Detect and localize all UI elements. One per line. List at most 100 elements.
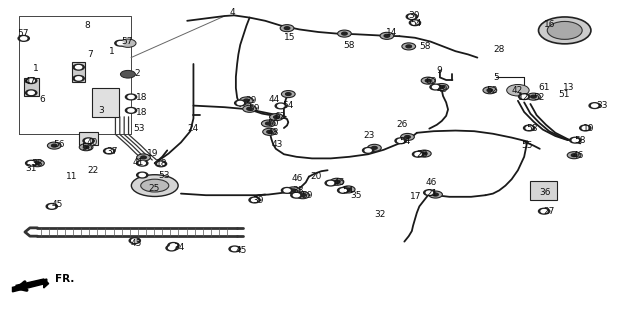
Circle shape [73,76,84,81]
Circle shape [21,37,27,40]
Circle shape [401,133,414,140]
Circle shape [412,151,424,157]
Circle shape [106,149,112,153]
Circle shape [278,104,284,108]
Bar [530,181,557,200]
Text: 1: 1 [109,47,115,56]
Circle shape [384,35,389,37]
Text: 58: 58 [574,136,585,145]
Text: 17: 17 [410,192,421,201]
Text: 54: 54 [342,186,353,195]
Circle shape [429,191,442,198]
Circle shape [338,188,349,193]
Circle shape [237,101,243,105]
Bar [79,132,98,145]
Circle shape [274,116,279,118]
Text: 51: 51 [558,90,570,99]
Text: 59: 59 [248,104,260,113]
Circle shape [293,194,300,197]
Text: 20: 20 [311,172,322,181]
Text: 23: 23 [363,131,374,140]
Text: 31: 31 [25,164,36,173]
Text: 13: 13 [563,83,574,92]
Text: 54: 54 [411,19,422,28]
Text: 4: 4 [230,8,235,17]
Circle shape [541,210,547,213]
Circle shape [120,70,135,78]
Circle shape [507,84,529,96]
Circle shape [547,21,582,39]
Text: 10: 10 [583,124,595,132]
Text: 53: 53 [158,171,169,180]
Text: 53: 53 [133,124,144,132]
Text: 38: 38 [31,159,42,168]
Text: 60: 60 [426,77,437,86]
Circle shape [247,108,252,110]
Circle shape [128,95,134,99]
Text: 61: 61 [538,83,549,92]
Text: 45: 45 [51,200,62,209]
Circle shape [291,189,296,192]
Circle shape [380,32,394,39]
Text: 39: 39 [253,196,264,204]
Circle shape [270,114,283,121]
Circle shape [368,144,381,151]
Text: 33: 33 [596,101,607,110]
Circle shape [137,172,148,178]
Text: 1: 1 [33,64,39,73]
Text: 22: 22 [87,166,99,175]
Text: 44: 44 [268,95,280,104]
Circle shape [435,84,449,91]
Circle shape [340,189,346,192]
Text: 38: 38 [292,186,303,195]
Circle shape [132,239,138,242]
Circle shape [280,25,294,32]
Circle shape [567,152,581,159]
Circle shape [487,89,492,92]
Text: 28: 28 [493,45,504,54]
Text: 45: 45 [131,239,142,248]
Text: 58: 58 [343,41,354,50]
Text: 25: 25 [148,184,159,193]
Text: 14: 14 [386,28,397,36]
Text: 12: 12 [518,93,529,102]
Text: 16: 16 [544,20,555,28]
Circle shape [168,243,179,248]
Circle shape [52,144,57,147]
Circle shape [243,105,256,112]
Text: 35: 35 [350,191,361,200]
Circle shape [240,97,253,104]
Circle shape [286,93,291,95]
Text: 46: 46 [426,178,437,187]
Text: 6: 6 [39,95,45,104]
Circle shape [76,77,82,80]
Text: 62: 62 [275,112,286,121]
Text: 43: 43 [271,140,283,149]
Circle shape [26,78,37,84]
Circle shape [125,94,137,100]
Text: 48: 48 [267,128,278,137]
Circle shape [341,186,355,193]
Text: 21: 21 [426,189,437,198]
Bar [72,62,85,82]
Text: 41: 41 [133,158,144,167]
Circle shape [402,43,416,50]
Polygon shape [16,279,49,288]
Text: 11: 11 [66,172,77,181]
Circle shape [433,193,438,196]
Circle shape [328,181,334,185]
Text: 59: 59 [301,191,313,200]
Circle shape [570,137,581,143]
Circle shape [28,91,34,94]
Circle shape [421,77,435,84]
Text: 18: 18 [136,108,147,116]
Text: 37: 37 [106,147,117,156]
Circle shape [31,160,44,167]
Circle shape [527,93,540,100]
Circle shape [244,99,249,102]
Circle shape [363,148,374,153]
Text: FR.: FR. [55,274,74,284]
Circle shape [285,27,290,29]
Circle shape [526,126,532,130]
Circle shape [325,180,336,186]
